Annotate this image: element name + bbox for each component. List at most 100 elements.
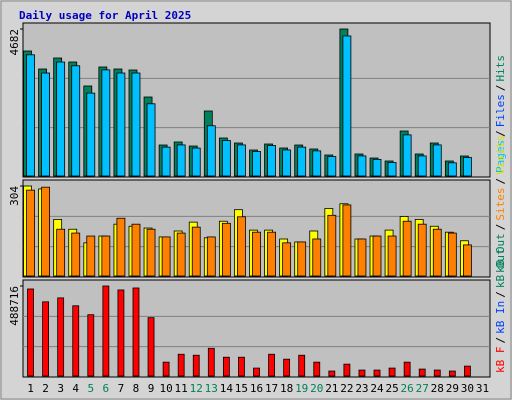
y-max-label: 488716 bbox=[8, 286, 21, 326]
x-tick-label: 6 bbox=[103, 382, 110, 395]
x-tick-label: 3 bbox=[57, 382, 64, 395]
axis-label-part: kB In bbox=[494, 301, 507, 334]
bar bbox=[221, 222, 231, 277]
bar bbox=[191, 226, 201, 277]
bar bbox=[343, 363, 351, 377]
bar bbox=[56, 228, 66, 277]
axis-label: Pages / Files / Hits bbox=[494, 55, 507, 173]
bar bbox=[146, 228, 156, 277]
axis-label-part: Sites bbox=[494, 188, 507, 221]
axis-label-part: / bbox=[494, 178, 507, 185]
y-max-label: 4682 bbox=[8, 29, 21, 56]
bar bbox=[358, 369, 366, 377]
axis-label: kB F / kB In / kB Out bbox=[494, 248, 507, 373]
bar bbox=[176, 232, 186, 277]
x-tick-label: 25 bbox=[385, 382, 398, 395]
bar bbox=[327, 156, 337, 177]
bar bbox=[372, 158, 382, 177]
bar bbox=[463, 244, 472, 277]
bar bbox=[26, 54, 35, 177]
bar bbox=[238, 356, 245, 377]
bar bbox=[252, 151, 261, 177]
bar bbox=[298, 354, 306, 377]
bar bbox=[282, 149, 292, 177]
bar bbox=[176, 144, 186, 177]
axis-label-part: / bbox=[494, 224, 507, 231]
x-tick-label: 28 bbox=[431, 382, 444, 395]
bar bbox=[27, 288, 34, 377]
x-tick-label: 18 bbox=[280, 382, 293, 395]
bar bbox=[417, 223, 427, 277]
x-tick-label: 31 bbox=[476, 382, 489, 395]
bar bbox=[206, 125, 216, 177]
bar bbox=[403, 361, 411, 377]
bar bbox=[161, 146, 171, 177]
y-max-label: 304 bbox=[8, 186, 21, 206]
x-tick-label: 1 bbox=[27, 382, 34, 395]
axis-label-part: kB F bbox=[494, 347, 507, 374]
x-tick-label: 17 bbox=[265, 382, 278, 395]
x-tick-label: 5 bbox=[87, 382, 94, 395]
x-tick-label: 21 bbox=[325, 382, 338, 395]
bar bbox=[402, 134, 412, 177]
bar bbox=[463, 157, 472, 177]
bar bbox=[117, 289, 125, 377]
bar bbox=[464, 365, 471, 377]
bar bbox=[372, 235, 382, 277]
x-tick-label: 22 bbox=[340, 382, 353, 395]
axis-label-part: Pages bbox=[494, 140, 507, 173]
axis-label-part: Visits bbox=[494, 135, 507, 175]
x-tick-label: 13 bbox=[205, 382, 218, 395]
x-tick-label: 19 bbox=[295, 382, 308, 395]
axis-label-part: / bbox=[494, 85, 507, 92]
bar bbox=[357, 155, 367, 177]
x-tick-label: 20 bbox=[310, 382, 323, 395]
x-tick-label: 16 bbox=[250, 382, 263, 395]
bar bbox=[252, 231, 261, 277]
bar bbox=[86, 92, 96, 177]
bar bbox=[116, 217, 126, 277]
bar bbox=[192, 354, 200, 377]
x-tick-label: 15 bbox=[235, 382, 248, 395]
x-tick-label: 27 bbox=[416, 382, 429, 395]
x-tick-label: 7 bbox=[118, 382, 125, 395]
bar bbox=[72, 305, 80, 377]
bar bbox=[56, 61, 66, 177]
x-tick-label: 30 bbox=[461, 382, 474, 395]
axis-label-part: Files bbox=[494, 94, 507, 127]
bar bbox=[41, 72, 50, 177]
bar bbox=[86, 235, 96, 277]
bar bbox=[101, 69, 111, 177]
bar bbox=[131, 223, 141, 277]
bar bbox=[418, 368, 426, 377]
bar bbox=[237, 216, 246, 277]
bar bbox=[71, 65, 81, 177]
bar bbox=[402, 220, 412, 277]
bar bbox=[388, 367, 396, 377]
bar bbox=[297, 241, 307, 277]
bar bbox=[26, 189, 35, 277]
bar bbox=[448, 370, 456, 377]
bar bbox=[267, 145, 276, 177]
x-tick-label: 12 bbox=[190, 382, 203, 395]
bar bbox=[177, 353, 185, 377]
bar bbox=[433, 369, 441, 377]
x-tick-label: 23 bbox=[355, 382, 368, 395]
bar bbox=[147, 317, 155, 377]
bar bbox=[432, 228, 442, 277]
bar bbox=[387, 235, 397, 277]
bar bbox=[116, 72, 126, 177]
axis-label-part: Hits bbox=[494, 55, 507, 82]
bar bbox=[253, 367, 260, 377]
bar bbox=[357, 238, 367, 277]
bar bbox=[283, 358, 291, 377]
x-tick-label: 14 bbox=[220, 382, 234, 395]
bar bbox=[387, 162, 397, 177]
x-tick-label: 24 bbox=[370, 382, 384, 395]
bar bbox=[57, 297, 65, 377]
axis-label-part: kB Out bbox=[494, 233, 507, 273]
bar bbox=[101, 235, 111, 277]
x-tick-label: 2 bbox=[42, 382, 49, 395]
